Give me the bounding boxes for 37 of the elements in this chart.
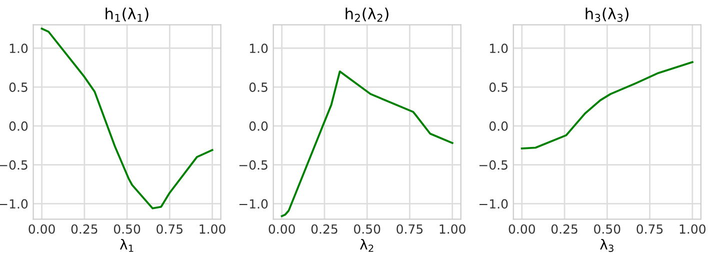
line-series [280,70,454,218]
line-series [40,28,214,210]
y-tick-label: −1.0 [479,199,508,209]
y-tick-label: 0.0 [249,121,268,131]
x-tick-label: 1.00 [440,224,466,234]
x-axis-title: λ$_{3}$ [600,238,614,252]
x-tick-label: 0.00 [268,224,295,234]
x-tick-label: 0.00 [508,224,535,234]
chart-title: h$_{1}$(λ$_{1}$) [106,8,148,22]
x-tick-label: 0.50 [114,224,140,234]
x-axis-title: λ$_{2}$ [360,238,374,252]
chart-title: h$_{2}$(λ$_{2}$) [346,8,388,22]
x-tick-label: 0.25 [311,224,338,234]
x-tick-label: 0.75 [396,224,423,234]
y-tick-label: 1.0 [250,44,268,54]
x-tick-label: 0.50 [594,224,620,234]
x-tick-label: 0.25 [71,224,98,234]
x-tick-label: 0.25 [551,224,578,234]
y-tick-label: 1.0 [490,44,508,54]
y-tick-label: 0.5 [9,82,28,92]
y-tick-label: 0.0 [9,121,28,131]
y-tick-label: 0.5 [249,82,268,92]
y-tick-label: 0.5 [489,82,508,92]
x-tick-label: 0.75 [156,224,182,234]
x-tick-label: 1.00 [680,224,706,234]
x-tick-label: 0.50 [354,224,380,234]
x-axis-title: λ$_{1}$ [120,238,134,252]
y-tick-label: 0.0 [489,121,508,131]
line-series [520,61,694,150]
y-tick-label: −0.5 [239,160,268,170]
y-tick-label: 1.0 [10,44,28,54]
chart-title: h$_{3}$(λ$_{3}$) [586,8,628,22]
x-tick-label: 0.00 [28,224,55,234]
y-tick-label: −0.5 [479,160,508,170]
y-tick-label: −1.0 [239,199,268,209]
x-tick-label: 1.00 [200,224,226,234]
x-tick-label: 0.75 [636,224,663,234]
